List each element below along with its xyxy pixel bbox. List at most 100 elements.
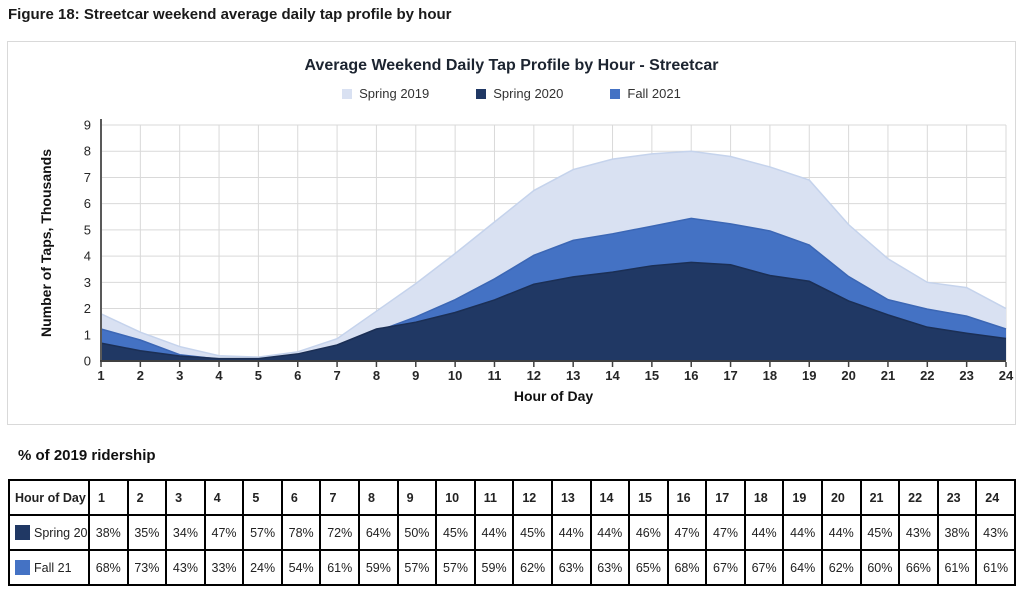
- y-tick-label: 5: [84, 222, 91, 237]
- hour-header-cell: 24: [975, 479, 1016, 516]
- y-tick-label: 3: [84, 275, 91, 290]
- hour-header-cell: 22: [898, 479, 939, 516]
- ridership-table-heading: % of 2019 ridership: [18, 447, 156, 464]
- pct-cell: 68%: [666, 549, 708, 586]
- pct-cell: 62%: [512, 549, 553, 586]
- pct-cell: 43%: [165, 549, 206, 586]
- hour-header-cell: 12: [512, 479, 553, 516]
- x-tick-label: 11: [488, 368, 502, 383]
- chart-title: Average Weekend Daily Tap Profile by Hou…: [304, 57, 719, 74]
- hour-header-cell: 6: [280, 479, 322, 516]
- pct-cell: 44%: [550, 514, 592, 551]
- chart-legend: Spring 2019 Spring 2020 Fall 2021: [8, 86, 1015, 101]
- table-row: Spring 20 38% 35% 34% 47% 57% 78% 72% 64% 50% 45% 4…: [8, 514, 1016, 551]
- pct-cell: 45%: [512, 514, 553, 551]
- y-tick-label: 8: [84, 144, 91, 159]
- chart-panel: Average Weekend Daily Tap Profile by Hou…: [7, 41, 1016, 425]
- x-tick-label: 17: [723, 368, 737, 383]
- table-row: Fall 21 68% 73% 43% 33% 24% 54% 61% 59% 57% 57% 59%…: [8, 549, 1016, 586]
- hour-header-cell: 19: [782, 479, 823, 516]
- pct-cell: 64%: [358, 514, 399, 551]
- series-label-cell: Spring 20: [8, 514, 90, 551]
- x-tick-label: 19: [802, 368, 816, 383]
- x-axis-title: Hour of Day: [514, 388, 594, 404]
- hour-header-cell: 1: [88, 479, 129, 516]
- x-tick-label: 10: [448, 368, 462, 383]
- pct-cell: 54%: [280, 549, 322, 586]
- x-tick-label: 2: [137, 368, 144, 383]
- series-name: Spring 20: [34, 525, 88, 540]
- x-tick-label: 20: [841, 368, 855, 383]
- hour-header-cell: 15: [628, 479, 669, 516]
- pct-cell: 57%: [396, 549, 438, 586]
- x-tick-label: 13: [566, 368, 580, 383]
- pct-cell: 34%: [165, 514, 206, 551]
- pct-cell: 78%: [280, 514, 322, 551]
- pct-cell: 68%: [88, 549, 129, 586]
- hour-header-cell: 2: [126, 479, 168, 516]
- x-tick-label: 16: [684, 368, 698, 383]
- y-tick-label: 0: [84, 354, 91, 369]
- x-tick-label: 23: [959, 368, 973, 383]
- legend-swatch-icon: [476, 88, 487, 99]
- hour-header-cell: 8: [358, 479, 399, 516]
- hour-header-cell: 23: [936, 479, 978, 516]
- hour-header-cell: 9: [396, 479, 438, 516]
- x-tick-label: 1: [97, 368, 104, 383]
- pct-cell: 50%: [396, 514, 438, 551]
- pct-cell: 45%: [859, 514, 901, 551]
- table-header-row: Hour of Day 1 2 3 4 5 6 7 8 9 10 11 12 13 14 15 16 17 18 19…: [8, 479, 1016, 516]
- pct-cell: 38%: [88, 514, 129, 551]
- legend-label: Spring 2020: [493, 86, 564, 101]
- pct-cell: 57%: [242, 514, 283, 551]
- hour-header-cell: 18: [743, 479, 785, 516]
- pct-cell: 45%: [435, 514, 476, 551]
- hour-header-cell: 11: [473, 479, 515, 516]
- pct-cell: 47%: [705, 514, 746, 551]
- pct-cell: 44%: [589, 514, 631, 551]
- x-tick-label: 9: [412, 368, 419, 383]
- pct-cell: 46%: [628, 514, 669, 551]
- pct-cell: 61%: [975, 549, 1016, 586]
- pct-cell: 61%: [319, 549, 361, 586]
- series-swatch-icon: [15, 560, 30, 575]
- pct-cell: 43%: [975, 514, 1016, 551]
- x-tick-label: 7: [333, 368, 340, 383]
- pct-cell: 73%: [126, 549, 168, 586]
- legend-item: Spring 2019: [342, 86, 429, 101]
- pct-cell: 62%: [820, 549, 862, 586]
- hour-header-cell: 7: [319, 479, 361, 516]
- y-axis-title: Number of Taps, Thousands: [38, 149, 54, 337]
- ridership-table: Hour of Day 1 2 3 4 5 6 7 8 9 10 11 12 13 14 15 16 17 18 19…: [8, 479, 1016, 586]
- series-swatch-icon: [15, 525, 30, 540]
- x-tick-label: 18: [763, 368, 777, 383]
- hour-header-cell: 17: [705, 479, 746, 516]
- x-tick-label: 3: [176, 368, 183, 383]
- area-edge-spring-2020: [100, 261, 1007, 360]
- x-tick-label: 14: [605, 368, 620, 383]
- pct-cell: 65%: [628, 549, 669, 586]
- pct-cell: 66%: [898, 549, 939, 586]
- pct-cell: 64%: [782, 549, 823, 586]
- pct-cell: 67%: [743, 549, 785, 586]
- hour-header-cell: 10: [435, 479, 476, 516]
- legend-swatch-icon: [342, 88, 353, 99]
- x-tick-label: 8: [373, 368, 380, 383]
- pct-cell: 44%: [473, 514, 515, 551]
- pct-cell: 63%: [550, 549, 592, 586]
- pct-cell: 33%: [203, 549, 245, 586]
- y-tick-label: 4: [84, 249, 91, 264]
- pct-cell: 61%: [936, 549, 978, 586]
- x-tick-label: 12: [527, 368, 541, 383]
- y-tick-label: 9: [84, 118, 91, 133]
- area-edge-spring-2019: [100, 150, 1007, 358]
- x-tick-label: 4: [215, 368, 223, 383]
- pct-cell: 59%: [358, 549, 399, 586]
- area-spring-2020: [101, 262, 1006, 361]
- pct-cell: 44%: [743, 514, 785, 551]
- legend-label: Spring 2019: [359, 86, 430, 101]
- pct-cell: 47%: [203, 514, 245, 551]
- pct-cell: 24%: [242, 549, 283, 586]
- y-tick-label: 7: [84, 170, 91, 185]
